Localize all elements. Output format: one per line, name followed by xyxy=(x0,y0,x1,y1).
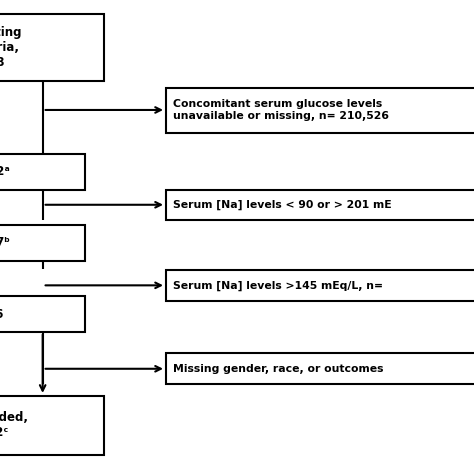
Text: Serum [Na] levels < 90 or > 201 mE: Serum [Na] levels < 90 or > 201 mE xyxy=(173,200,392,210)
Text: 3,452ᵃ: 3,452ᵃ xyxy=(0,165,9,178)
Text: 3,437ᵇ: 3,437ᵇ xyxy=(0,237,9,249)
FancyBboxPatch shape xyxy=(166,190,474,220)
Text: Concomitant serum glucose levels
unavailable or missing, n= 210,526: Concomitant serum glucose levels unavail… xyxy=(173,100,389,121)
Text: meeting
criteria,
8,978: meeting criteria, 8,978 xyxy=(0,26,21,69)
FancyBboxPatch shape xyxy=(0,296,85,332)
FancyBboxPatch shape xyxy=(0,14,104,81)
FancyBboxPatch shape xyxy=(0,396,104,455)
FancyBboxPatch shape xyxy=(166,353,474,384)
FancyBboxPatch shape xyxy=(0,225,85,261)
Text: 0,396: 0,396 xyxy=(0,308,4,320)
Text: Serum [Na] levels >145 mEq/L, n=: Serum [Na] levels >145 mEq/L, n= xyxy=(173,281,383,291)
FancyBboxPatch shape xyxy=(166,270,474,301)
FancyBboxPatch shape xyxy=(166,88,474,133)
Text: included,
4,912ᶜ: included, 4,912ᶜ xyxy=(0,411,28,439)
FancyBboxPatch shape xyxy=(0,154,85,190)
Text: Missing gender, race, or outcomes: Missing gender, race, or outcomes xyxy=(173,364,383,374)
